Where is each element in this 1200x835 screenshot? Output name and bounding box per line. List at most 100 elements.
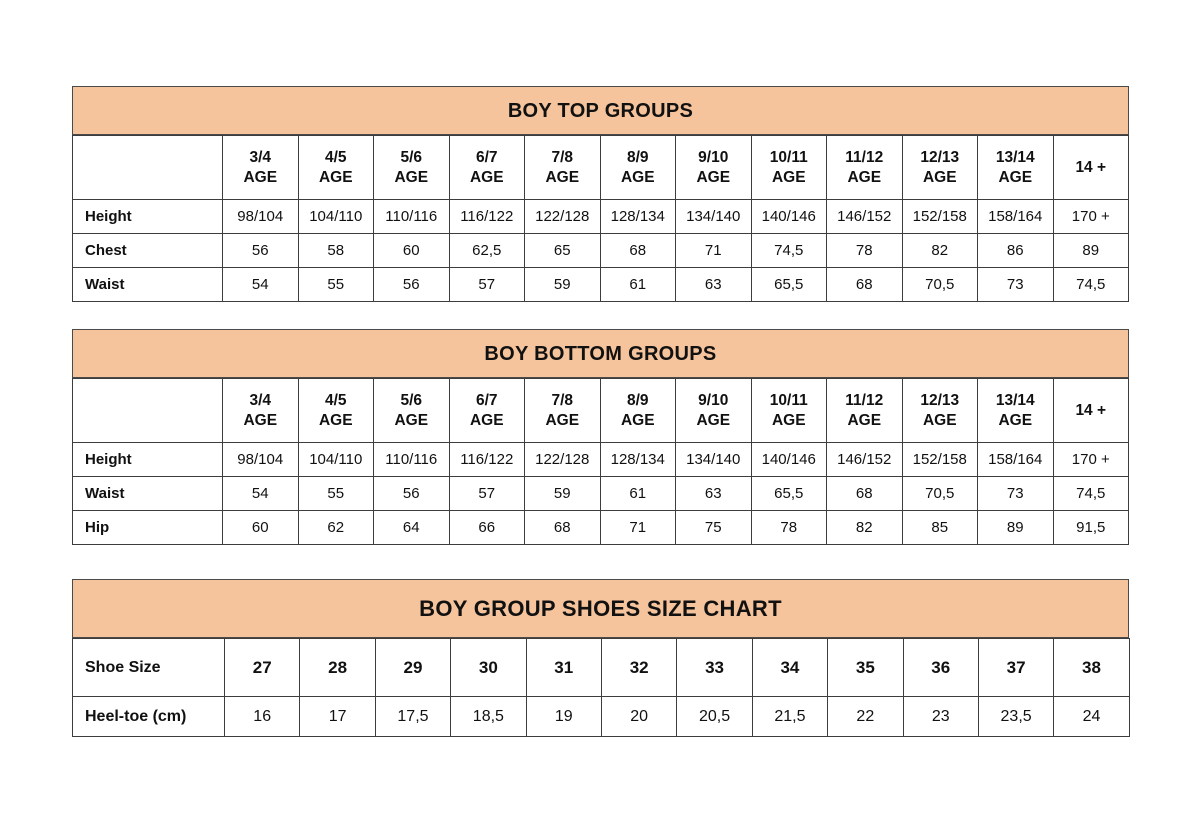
table-cell: 68 bbox=[599, 233, 676, 268]
table-cell: 158/164 bbox=[977, 199, 1054, 234]
age-range-label: 3/4 bbox=[249, 148, 272, 166]
table-cell: 158/164 bbox=[977, 442, 1054, 477]
table-cell: 91,5 bbox=[1052, 510, 1129, 545]
table-cell: 32 bbox=[600, 638, 678, 697]
table-cell: 36 bbox=[902, 638, 979, 697]
age-range-label: 11/12 bbox=[845, 391, 884, 409]
age-word-label: AGE bbox=[998, 168, 1033, 186]
age-range-label: 5/6 bbox=[400, 148, 423, 166]
boy-top-groups-chart: BOY TOP GROUPS 3/4 AGE 4/5 AGE bbox=[72, 86, 1129, 302]
table-cell: 170 + bbox=[1052, 199, 1129, 234]
age-range-label: 13/14 bbox=[995, 148, 1035, 166]
table-header-row: 3/4 AGE 4/5 AGE 5/6 AGE 6/7 AGE bbox=[72, 378, 1129, 443]
table-cell: 34 bbox=[751, 638, 829, 697]
age-word-label: AGE bbox=[696, 411, 731, 429]
table-cell: 68 bbox=[524, 510, 601, 545]
table-cell: 20 bbox=[600, 696, 678, 737]
table-cell: 128/134 bbox=[599, 199, 676, 234]
table-cell: 122/128 bbox=[524, 199, 601, 234]
table-cell: 30 bbox=[450, 638, 527, 697]
age-word-label: AGE bbox=[771, 168, 806, 186]
age-header-cell: 13/14 AGE bbox=[977, 378, 1054, 443]
table-cell: 54 bbox=[222, 476, 299, 511]
age-range-label: 12/13 bbox=[920, 148, 960, 166]
table-cell: 19 bbox=[525, 696, 602, 737]
table-cell: 31 bbox=[525, 638, 602, 697]
table-cell: 71 bbox=[675, 233, 752, 268]
age-word-label: AGE bbox=[620, 411, 655, 429]
table-cell: 57 bbox=[448, 267, 525, 302]
table-cell: 70,5 bbox=[901, 267, 978, 302]
age-header-cell: 11/12 AGE bbox=[826, 378, 903, 443]
boy-top-groups-title: BOY TOP GROUPS bbox=[507, 99, 694, 122]
table-cell: 73 bbox=[977, 267, 1054, 302]
row-label: Shoe Size bbox=[72, 638, 225, 697]
age-word-label: AGE bbox=[243, 168, 278, 186]
age-header-cell: 10/11 AGE bbox=[750, 135, 827, 200]
age-range-label: 13/14 bbox=[995, 391, 1035, 409]
age-range-label: 8/9 bbox=[626, 391, 649, 409]
table-row: Chest 56 58 60 62,5 65 68 71 74,5 78 82 … bbox=[72, 233, 1129, 268]
table-cell: 56 bbox=[222, 233, 299, 268]
table-cell: 63 bbox=[675, 476, 752, 511]
table-cell: 68 bbox=[826, 476, 903, 511]
table-cell: 98/104 bbox=[222, 199, 299, 234]
table-cell: 134/140 bbox=[675, 199, 752, 234]
boy-bottom-groups-table: 3/4 AGE 4/5 AGE 5/6 AGE 6/7 AGE bbox=[72, 378, 1129, 545]
age-word-label: AGE bbox=[469, 411, 504, 429]
boy-bottom-groups-chart: BOY BOTTOM GROUPS 3/4 AGE 4/5 AGE bbox=[72, 329, 1129, 545]
table-cell: 89 bbox=[1052, 233, 1129, 268]
row-label: Height bbox=[72, 442, 223, 477]
age-range-label: 3/4 bbox=[249, 391, 272, 409]
table-cell: 28 bbox=[299, 638, 376, 697]
boy-shoes-table: Shoe Size 27 28 29 30 31 32 33 34 35 36 … bbox=[72, 638, 1130, 737]
table-cell: 116/122 bbox=[448, 199, 525, 234]
table-cell: 110/116 bbox=[373, 199, 450, 234]
table-cell: 78 bbox=[826, 233, 903, 268]
table-cell: 85 bbox=[901, 510, 978, 545]
age-header-cell: 4/5 AGE bbox=[297, 135, 374, 200]
age-header-cell: 3/4 AGE bbox=[222, 135, 299, 200]
age-header-cell: 6/7 AGE bbox=[448, 378, 525, 443]
age-header-cell: 12/13 AGE bbox=[901, 135, 978, 200]
table-cell: 65 bbox=[524, 233, 601, 268]
age-word-label: AGE bbox=[847, 411, 882, 429]
row-label: Waist bbox=[72, 267, 223, 302]
age-range-label: 11/12 bbox=[845, 148, 884, 166]
table-cell: 75 bbox=[675, 510, 752, 545]
table-row: Waist 54 55 56 57 59 61 63 65,5 68 70,5 … bbox=[72, 476, 1129, 511]
table-cell: 38 bbox=[1053, 638, 1130, 697]
age-word-label: AGE bbox=[771, 411, 806, 429]
age-word-label: AGE bbox=[545, 411, 580, 429]
table-cell: 63 bbox=[675, 267, 752, 302]
age-word-label: AGE bbox=[318, 411, 353, 429]
age-header-cell: 7/8 AGE bbox=[524, 135, 601, 200]
table-cell: 134/140 bbox=[675, 442, 752, 477]
table-row: Shoe Size 27 28 29 30 31 32 33 34 35 36 … bbox=[72, 638, 1130, 697]
table-cell: 55 bbox=[297, 476, 374, 511]
table-cell: 55 bbox=[297, 267, 374, 302]
table-cell: 58 bbox=[297, 233, 374, 268]
table-cell: 23 bbox=[902, 696, 979, 737]
table-cell: 21,5 bbox=[751, 696, 829, 737]
table-header-row: 3/4 AGE 4/5 AGE 5/6 AGE 6/7 AGE bbox=[72, 135, 1129, 200]
table-cell: 33 bbox=[676, 638, 753, 697]
age-word-label: AGE bbox=[318, 168, 353, 186]
table-cell: 140/146 bbox=[750, 199, 827, 234]
table-cell: 74,5 bbox=[750, 233, 827, 268]
table-cell: 152/158 bbox=[901, 442, 978, 477]
table-cell: 71 bbox=[599, 510, 676, 545]
table-row: Waist 54 55 56 57 59 61 63 65,5 68 70,5 … bbox=[72, 267, 1129, 302]
table-cell: 59 bbox=[524, 476, 601, 511]
table-cell: 73 bbox=[977, 476, 1054, 511]
age-word-label: AGE bbox=[998, 411, 1033, 429]
table-cell: 27 bbox=[223, 638, 301, 697]
table-cell: 60 bbox=[373, 233, 450, 268]
table-cell: 57 bbox=[448, 476, 525, 511]
boy-shoes-title-band: BOY GROUP SHOES SIZE CHART bbox=[72, 579, 1129, 638]
age-header-cell: 12/13 AGE bbox=[901, 378, 978, 443]
table-cell: 68 bbox=[826, 267, 903, 302]
age-range-label: 12/13 bbox=[920, 391, 960, 409]
age-header-cell: 14 + bbox=[1052, 378, 1129, 443]
